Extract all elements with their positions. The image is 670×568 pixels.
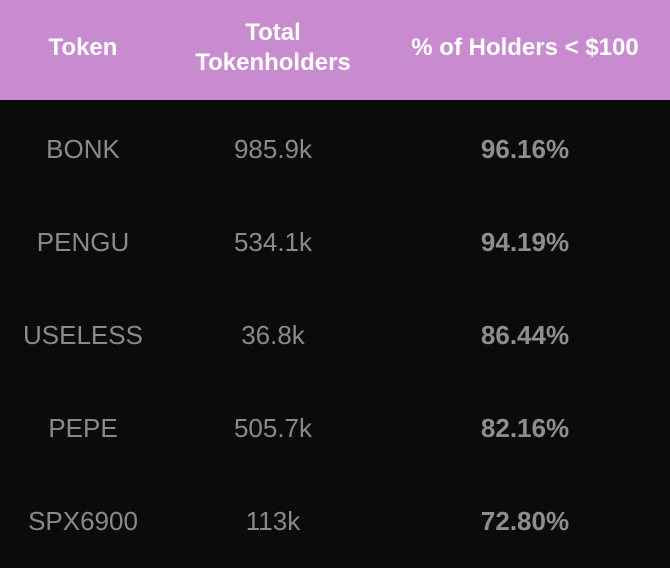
cell-pct-holders: 96.16% bbox=[480, 134, 570, 164]
table-row: BONK 985.9k 96.16% bbox=[0, 103, 670, 196]
cell-token: BONK bbox=[46, 134, 120, 164]
cell-total-holders: 113k bbox=[245, 506, 301, 536]
cell-pct-holders: 82.16% bbox=[480, 413, 570, 443]
cell-pct-holders: 94.19% bbox=[480, 227, 570, 257]
cell-token: USELESS bbox=[23, 320, 143, 350]
table-row: USELESS 36.8k 86.44% bbox=[0, 289, 670, 382]
table-header: Token Total Tokenholders % of Holders < … bbox=[0, 0, 670, 100]
table-row: PEPE 505.7k 82.16% bbox=[0, 382, 670, 475]
cell-token: SPX6900 bbox=[28, 506, 138, 536]
cell-total-holders: 505.7k bbox=[233, 413, 313, 443]
cell-token: PENGU bbox=[36, 227, 130, 257]
column-header-pct-holders: % of Holders < $100 bbox=[411, 34, 639, 61]
cell-pct-holders: 86.44% bbox=[480, 320, 570, 350]
column-header-token: Token bbox=[48, 34, 118, 61]
table-row: PENGU 534.1k 94.19% bbox=[0, 196, 670, 289]
table-row: SPX6900 113k 72.80% bbox=[0, 475, 670, 568]
cell-pct-holders: 72.80% bbox=[480, 506, 570, 536]
token-holders-table: Token Total Tokenholders % of Holders < … bbox=[0, 0, 670, 536]
cell-total-holders: 985.9k bbox=[233, 134, 313, 164]
column-header-total-tokenholders: Total Tokenholders bbox=[166, 18, 380, 78]
cell-total-holders: 36.8k bbox=[241, 320, 305, 350]
cell-token: PEPE bbox=[48, 413, 118, 443]
column-header-total-line2: Tokenholders bbox=[195, 49, 351, 76]
column-header-total-line1: Total bbox=[245, 19, 301, 46]
cell-total-holders: 534.1k bbox=[233, 227, 313, 257]
